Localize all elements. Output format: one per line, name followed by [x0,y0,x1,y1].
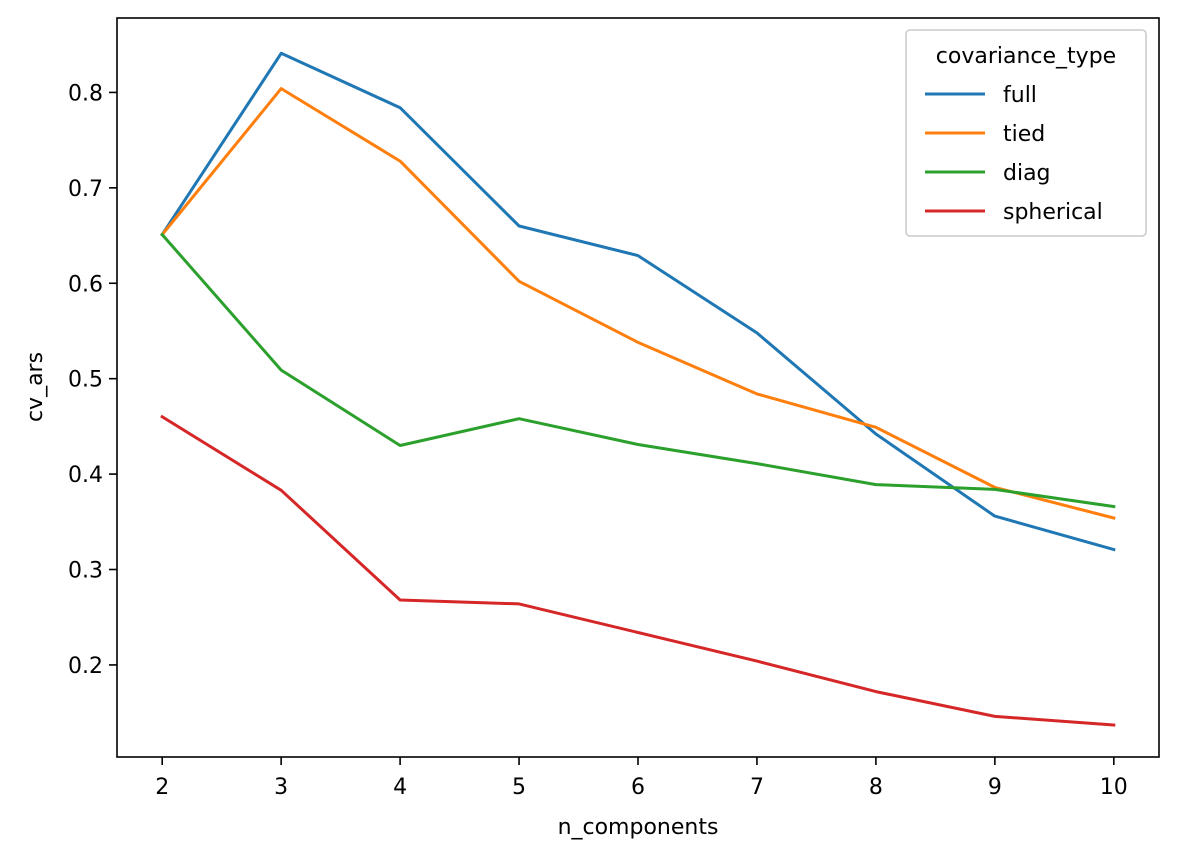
legend-label-tied: tied [1003,122,1045,147]
legend-label-full: full [1003,83,1037,108]
legend: covariance_type full tied diag spherical [905,29,1147,237]
x-tick-label: 4 [393,775,407,800]
y-tick-label: 0.3 [68,559,103,584]
series-line-diag [160,232,1116,509]
y-axis: 0.2 0.3 0.4 0.5 0.6 0.7 0.8 [68,81,117,679]
y-tick-label: 0.5 [68,368,103,393]
x-tick-label: 8 [869,775,883,800]
x-tick-label: 9 [988,775,1002,800]
legend-entries: full tied diag spherical [925,83,1103,225]
legend-box [905,29,1147,237]
x-tick-label: 3 [274,775,288,800]
series-layer [160,51,1116,727]
series-line-tied [160,87,1116,520]
y-tick-label: 0.2 [68,654,103,679]
x-tick-label: 6 [631,775,645,800]
y-axis-label: cv_ars [23,352,48,422]
y-tick-label: 0.8 [68,81,103,106]
x-axis-label: n_components [558,815,719,840]
y-tick-label: 0.7 [68,177,103,202]
x-tick-label: 2 [155,775,169,800]
legend-label-spherical: spherical [1003,200,1103,225]
x-tick-label: 10 [1100,775,1128,800]
x-axis: 2 3 4 5 6 7 8 9 10 [155,757,1128,800]
y-tick-label: 0.6 [68,272,103,297]
legend-label-diag: diag [1003,161,1051,186]
x-tick-label: 5 [512,775,526,800]
x-tick-label: 7 [750,775,764,800]
series-line-spherical [160,414,1116,727]
legend-title: covariance_type [936,44,1116,69]
y-tick-label: 0.4 [68,463,103,488]
